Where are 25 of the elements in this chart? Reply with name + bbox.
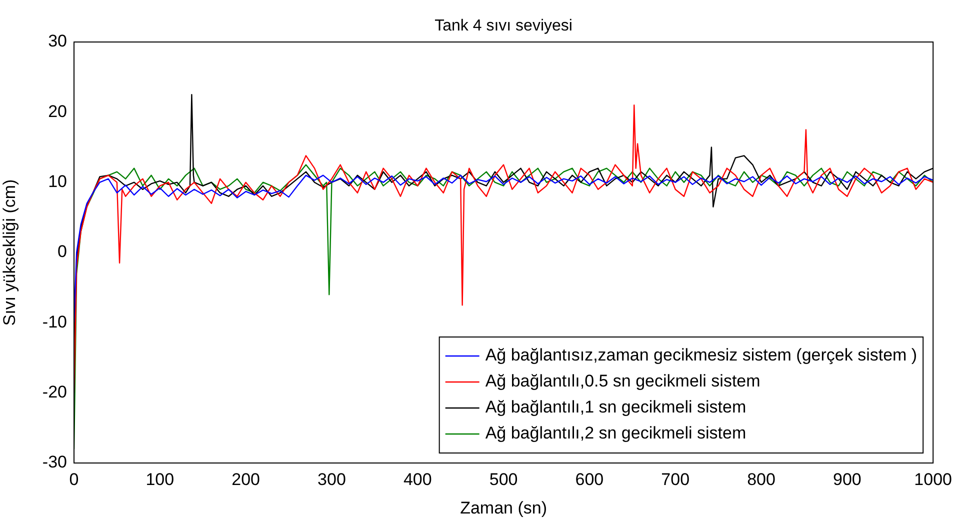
x-tick-label: 700 [661, 470, 690, 489]
y-tick-label: -10 [42, 312, 67, 332]
y-axis-title: Sıvı yüksekliği (cm) [0, 179, 19, 326]
legend-label: Ağ bağlantılı,0.5 sn gecikmeli sistem [485, 372, 760, 391]
y-tick-label: 30 [48, 32, 67, 51]
x-tick-label: 600 [575, 470, 604, 489]
x-tick-label: 800 [747, 470, 776, 489]
x-tick-label: 200 [232, 470, 260, 489]
legend-label: Ağ bağlantılı,2 sn gecikmeli sistem [485, 424, 746, 443]
y-tick-label: -20 [42, 382, 67, 402]
chart-title: Tank 4 sıvı seviyesi [434, 17, 572, 34]
legend-label: Ağ bağlantısız,zaman gecikmesiz sistem (gerçek sistem ) [485, 346, 918, 365]
y-tick-label: 0 [58, 242, 67, 262]
x-tick-label: 500 [489, 470, 518, 489]
x-tick-label: 300 [318, 470, 346, 489]
x-axis-title: Zaman (sn) [460, 498, 548, 518]
x-tick-label: 1000 [914, 470, 952, 489]
y-tick-label: 20 [48, 102, 67, 121]
x-tick-label: 0 [69, 470, 79, 489]
x-tick-label: 400 [403, 470, 432, 489]
y-tick-label: -30 [42, 452, 67, 472]
y-tick-label: 10 [48, 172, 67, 192]
x-tick-label: 100 [146, 470, 174, 489]
x-tick-label: 900 [832, 470, 862, 489]
legend-label: Ağ bağlantılı,1 sn gecikmeli sistem [485, 398, 746, 417]
